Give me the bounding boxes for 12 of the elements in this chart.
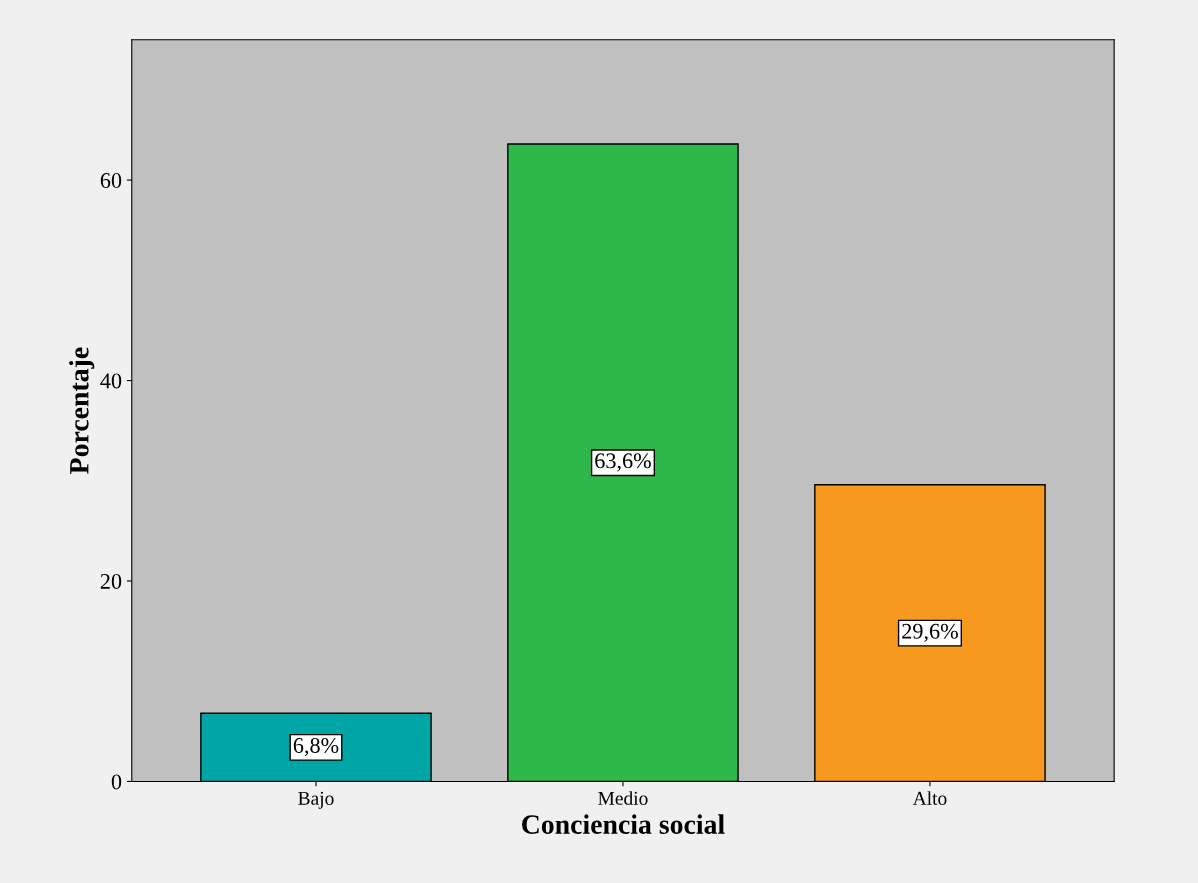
data-label: 29,6%: [902, 623, 958, 642]
y-tick-label: 0: [111, 774, 122, 790]
x-tick-label: Alto: [912, 791, 947, 805]
x-axis-title: Conciencia social: [522, 814, 725, 834]
y-axis-title: Porcentaje: [69, 347, 95, 474]
y-tick-label: 40: [100, 373, 122, 389]
y-tick-label: 60: [100, 172, 122, 188]
x-tick-label: Medio: [598, 791, 648, 805]
data-label: 6,8%: [293, 737, 339, 757]
data-label: 63,6%: [595, 453, 651, 472]
y-tick-label: 20: [100, 573, 122, 589]
x-tick-label: Bajo: [298, 791, 334, 809]
